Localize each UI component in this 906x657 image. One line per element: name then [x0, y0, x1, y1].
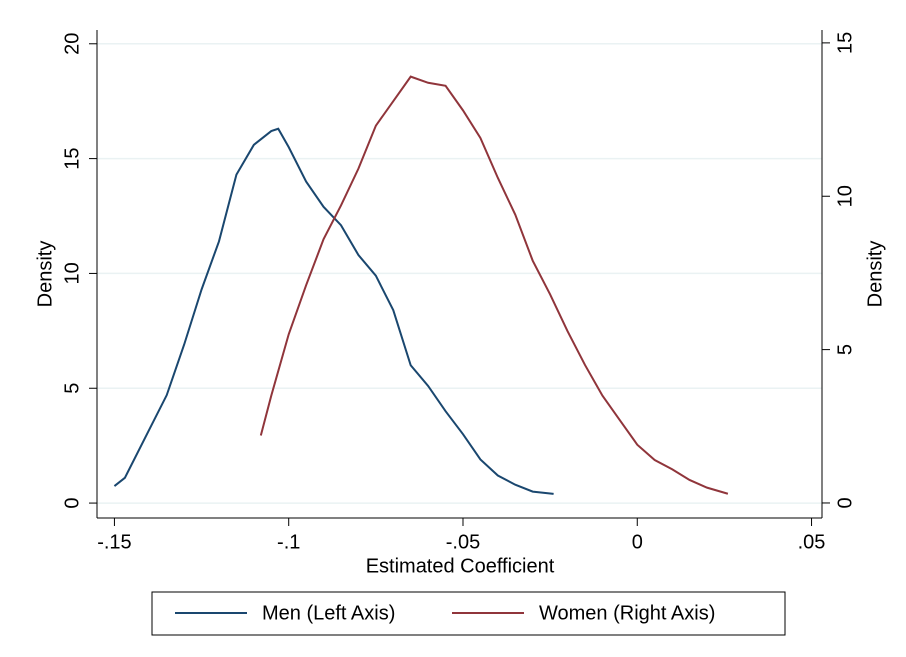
y-axis-title: Density — [34, 241, 56, 308]
y2-tick-label: 0 — [834, 497, 856, 508]
series-line — [113, 127, 554, 495]
y2-tick-label: 5 — [834, 344, 856, 355]
y2-tick-label: 15 — [834, 32, 856, 54]
legend-label: Women (Right Axis) — [539, 602, 715, 624]
x-tick-label: -.15 — [97, 531, 131, 553]
y2-axis-title: Density — [864, 241, 886, 308]
y-tick-label: 15 — [61, 147, 83, 169]
y-tick-label: 20 — [61, 33, 83, 55]
x-tick-label: -.05 — [446, 531, 480, 553]
y-tick-label: 5 — [61, 383, 83, 394]
x-tick-label: 0 — [632, 531, 643, 553]
y-tick-label: 0 — [61, 498, 83, 509]
x-axis-title: Estimated Coefficient — [366, 555, 555, 577]
y2-tick-label: 10 — [834, 185, 856, 207]
series-line — [259, 75, 729, 495]
x-tick-label: -.1 — [277, 531, 300, 553]
y-tick-label: 10 — [61, 262, 83, 284]
x-tick-label: .05 — [798, 531, 826, 553]
legend-label: Men (Left Axis) — [262, 602, 395, 624]
